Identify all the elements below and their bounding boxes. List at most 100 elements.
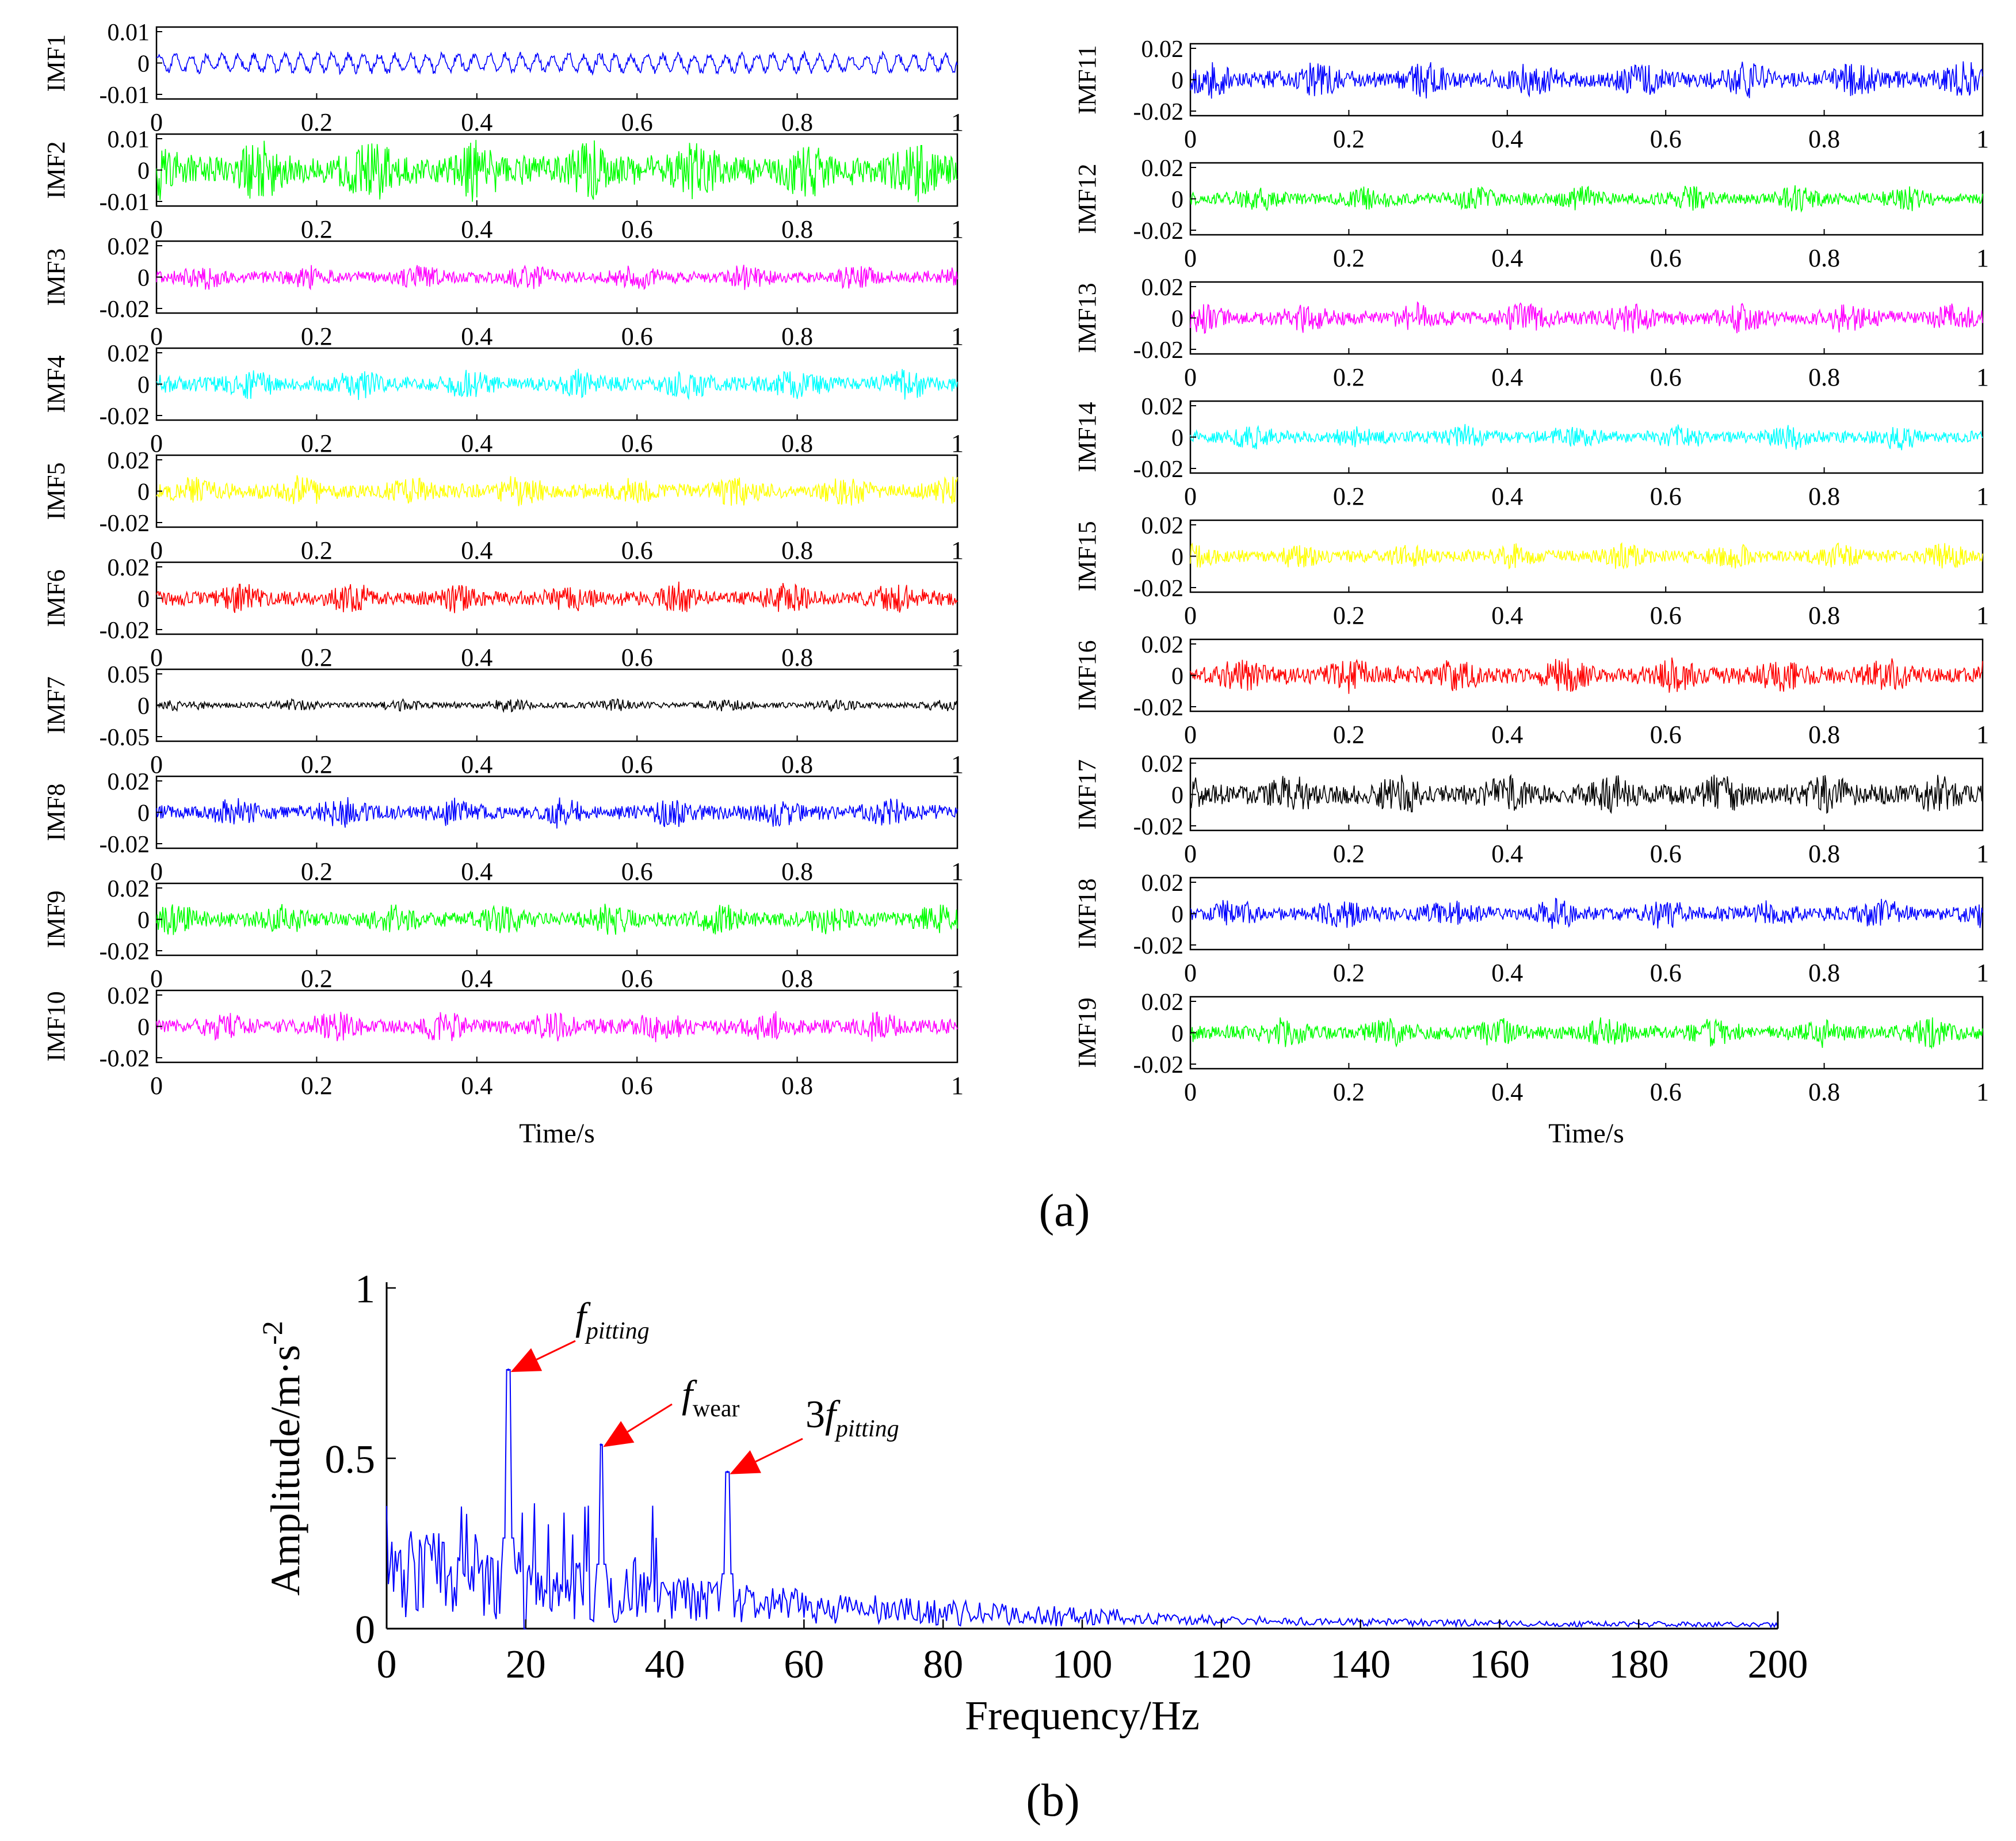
imf-name-label: IMF3 [42,248,70,306]
x-tick-label: 1 [951,108,964,136]
imf-waveform-line [156,1011,958,1042]
y-tick-label: -0.02 [1133,1052,1184,1078]
y-tick-label: 0 [355,1608,375,1652]
y-tick-label: 0 [1171,187,1183,214]
x-tick-label: 1 [951,965,964,993]
x-tick-label: 1 [951,429,964,458]
y-tick-label: 0.02 [1141,870,1184,897]
annotation-arrow-shaft [755,1438,803,1463]
imf-waveform-line [156,904,958,935]
imf-waveform-line [1190,301,1983,334]
imf-name-label: IMF12 [1073,163,1101,234]
y-tick-label: 0.02 [108,876,150,902]
x-tick-label: 0.4 [461,536,492,565]
imf-name-label: IMF9 [42,890,70,948]
imf-waveform-line [1190,897,1983,929]
x-tick-label: 0.2 [301,643,333,672]
imf-name-label: IMF15 [1073,521,1101,591]
x-tick-label: 0.6 [621,108,653,136]
x-tick-label: 0.6 [621,1072,653,1100]
imf-waveform-line [156,368,958,401]
imf-waveform-line [1190,61,1983,99]
imf-name-label: IMF13 [1073,283,1101,353]
y-tick-label: 0 [1171,544,1183,571]
x-tick-label: 0.6 [1650,244,1682,272]
x-tick-label: 1 [1976,363,1989,391]
annotation-arrow-shaft [536,1340,576,1360]
y-tick-label: 0.02 [1141,36,1184,63]
y-tick-label: -0.02 [1133,218,1184,245]
y-tick-label: 0 [1171,306,1183,333]
spectrum-peak [726,1470,729,1473]
x-tick-label: 0.8 [781,643,813,672]
x-tick-label: 0 [1184,482,1197,510]
y-tick-label: 0.02 [1141,751,1184,777]
x-tick-label: 0.4 [461,643,492,672]
x-tick-label: 0.4 [1491,482,1523,510]
x-tick-label: 0.4 [461,215,492,243]
x-tick-label: 0.4 [461,322,492,350]
x-tick-label: 0.2 [301,750,333,779]
annotation-arrowhead [730,1450,761,1474]
x-tick-label: 0 [377,1642,397,1687]
y-tick-label: 0.02 [108,555,150,581]
x-tick-label: 0.4 [461,429,492,458]
x-tick-label: 0.4 [1491,244,1523,272]
x-tick-label: 0.4 [461,857,492,886]
plot-frame [1189,638,1984,712]
imf-panel-right-column: 0.020-0.020 0.2 0.4 0.6 0.8 1IMF110.020-0.020… [1073,36,1989,1149]
x-tick-label: 0.8 [1808,959,1840,987]
y-tick-label: -0.02 [100,403,150,430]
x-tick-label: 0.2 [301,322,333,350]
imf-waveform-line [1190,185,1983,213]
x-axis-label: Time/s [1548,1118,1624,1149]
x-tick-label: 180 [1609,1642,1669,1687]
x-tick-label: 0.2 [1333,959,1365,987]
x-tick-label: 0.8 [1808,244,1840,272]
imf-waveform-line [156,49,958,76]
x-tick-label: 80 [923,1642,963,1687]
y-tick-label: -0.01 [100,82,150,109]
y-tick-label: 0 [138,693,150,720]
x-tick-label: 0.2 [1333,840,1365,868]
imf-name-label: IMF2 [42,141,70,199]
imf-name-label: IMF1 [42,34,70,92]
x-tick-label: 1 [1976,959,1989,987]
y-tick-label: 0 [1171,664,1183,690]
x-tick-label: 0.4 [1491,959,1523,987]
x-tick-label: 0.6 [621,965,653,993]
x-tick-label: 0 [1184,959,1197,987]
x-tick-label: 0.6 [1650,601,1682,630]
x-tick-label: 0.2 [1333,363,1365,391]
y-tick-label: 0.02 [1141,394,1184,420]
y-tick-label: -0.05 [100,725,150,751]
x-tick-label: 0.8 [781,857,813,886]
annotation-arrowhead [603,1421,635,1447]
y-tick-label: 0.02 [1141,275,1184,301]
x-tick-label: 0.8 [1808,363,1840,391]
x-tick-label: 0 [150,1072,163,1100]
x-tick-label: 0.6 [621,322,653,350]
x-tick-label: 0.8 [1808,721,1840,749]
x-tick-label: 0.6 [1650,125,1682,153]
x-tick-label: 0.8 [781,1072,813,1100]
y-tick-label: 0.02 [1141,989,1184,1016]
x-tick-label: 0.6 [1650,482,1682,510]
x-tick-label: 0.4 [1491,1078,1523,1106]
x-tick-label: 1 [951,857,964,886]
x-tick-label: 0.2 [1333,721,1365,749]
x-tick-label: 1 [1976,1078,1989,1106]
y-tick-label: 0 [138,586,150,613]
x-tick-label: 0.4 [1491,363,1523,391]
envelope-spectrum-panel: 0 20 40 60 80 100 120 140 160 180 200 1 0.5 0 Frequenc… [256,1267,1808,1739]
y-tick-label: 1 [355,1267,375,1312]
imf-name-label: IMF19 [1073,997,1101,1068]
x-tick-label: 0.2 [301,1072,333,1100]
x-tick-label: 0.6 [621,857,653,886]
